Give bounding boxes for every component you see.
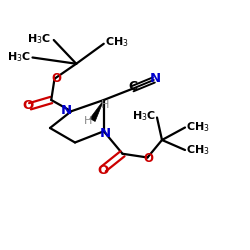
Text: H$_3$C: H$_3$C <box>132 109 156 123</box>
Text: CH$_3$: CH$_3$ <box>105 36 129 50</box>
Text: O: O <box>144 152 154 165</box>
Text: CH$_3$: CH$_3$ <box>186 120 210 134</box>
Text: H: H <box>101 100 109 110</box>
Text: C: C <box>128 80 138 93</box>
Text: N: N <box>61 104 72 117</box>
Text: H: H <box>84 116 92 126</box>
Text: N: N <box>150 72 161 85</box>
Text: H$_3$C: H$_3$C <box>7 50 31 64</box>
Text: N: N <box>100 127 110 140</box>
Polygon shape <box>90 100 104 122</box>
Text: O: O <box>52 72 62 85</box>
Text: O: O <box>22 99 34 112</box>
Text: CH$_3$: CH$_3$ <box>186 143 210 157</box>
Text: O: O <box>97 164 108 176</box>
Text: H$_3$C: H$_3$C <box>27 32 51 46</box>
